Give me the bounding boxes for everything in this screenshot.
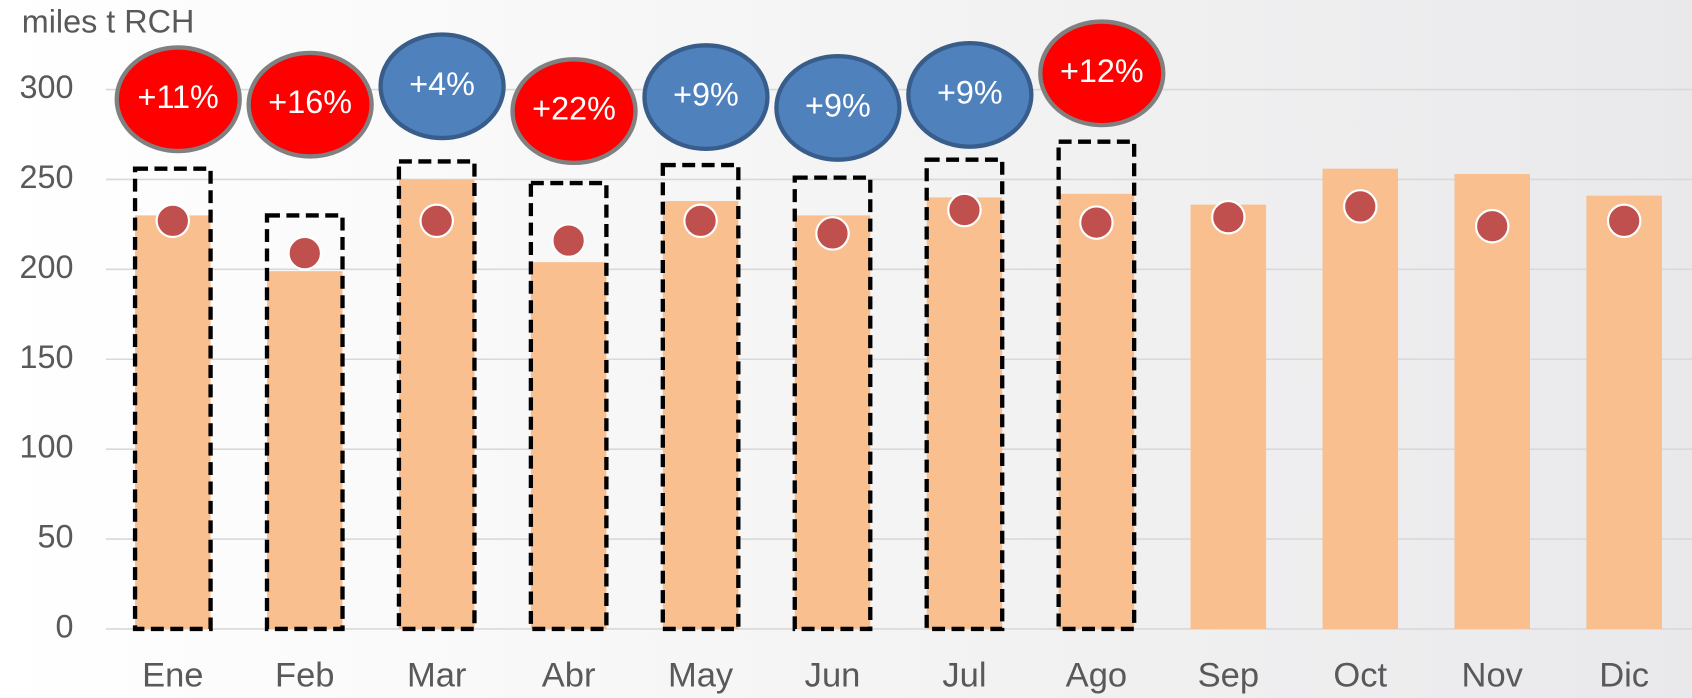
dot [1079, 205, 1114, 240]
y-axis-label: miles t RCH [22, 3, 195, 39]
y-tick-label: 250 [20, 159, 74, 195]
x-tick-label: Ago [1066, 657, 1127, 695]
badge [774, 53, 902, 162]
bar [1058, 193, 1135, 629]
dot [815, 216, 850, 251]
dashed-box [924, 157, 1005, 632]
bar [135, 215, 211, 629]
bar [794, 215, 871, 629]
bar [1322, 168, 1399, 629]
y-tick-label: 0 [56, 609, 74, 645]
dot [1343, 189, 1378, 224]
badge-label: +16% [268, 84, 352, 120]
x-tick-label: Sep [1198, 657, 1259, 695]
badge-label: +9% [673, 77, 739, 113]
x-tick-label: Nov [1462, 657, 1524, 695]
dot [155, 203, 191, 239]
y-tick-label: 50 [38, 519, 74, 555]
badge-label: +22% [532, 91, 616, 127]
dot [947, 192, 982, 228]
dot [1211, 199, 1246, 235]
badge [114, 45, 242, 154]
y-tick-label: 150 [20, 339, 74, 375]
dot [683, 203, 718, 239]
badge [378, 32, 506, 141]
badge-label: +9% [937, 74, 1003, 110]
dot [419, 203, 454, 239]
dot [287, 235, 323, 271]
dot [1474, 208, 1510, 244]
badge-label: +11% [138, 79, 219, 115]
badge [510, 57, 638, 166]
badge [642, 43, 770, 152]
badge [1038, 19, 1166, 128]
x-tick-label: Dic [1599, 657, 1649, 695]
dashed-box [1056, 139, 1137, 632]
y-tick-label: 300 [20, 69, 74, 105]
dot [551, 223, 586, 258]
badge [906, 40, 1034, 149]
badge-label: +12% [1060, 53, 1144, 89]
dashed-box [264, 213, 345, 632]
badge [246, 50, 374, 159]
badge-label: +4% [409, 66, 475, 102]
x-tick-label: May [668, 657, 734, 695]
y-tick-label: 100 [20, 429, 74, 465]
bar [1586, 195, 1662, 629]
dashed-box [660, 162, 741, 632]
x-tick-label: Jul [942, 657, 986, 695]
bar [266, 271, 343, 629]
bar [926, 197, 1003, 629]
dashed-box [792, 175, 873, 632]
dashed-box [132, 166, 213, 632]
dot [1606, 203, 1642, 239]
bar [398, 179, 475, 629]
y-tick-label: 200 [20, 249, 74, 285]
x-tick-label: Feb [275, 657, 334, 695]
badge-label: +9% [805, 87, 871, 123]
bar [1190, 204, 1267, 629]
x-tick-label: Ene [142, 657, 203, 695]
bar [662, 201, 739, 629]
dashed-box [528, 180, 609, 632]
x-tick-label: Abr [542, 657, 596, 695]
x-tick-label: Jun [805, 657, 861, 695]
bar [1454, 174, 1530, 629]
bar [530, 262, 607, 629]
x-tick-label: Oct [1333, 657, 1387, 695]
x-tick-label: Mar [407, 657, 466, 695]
